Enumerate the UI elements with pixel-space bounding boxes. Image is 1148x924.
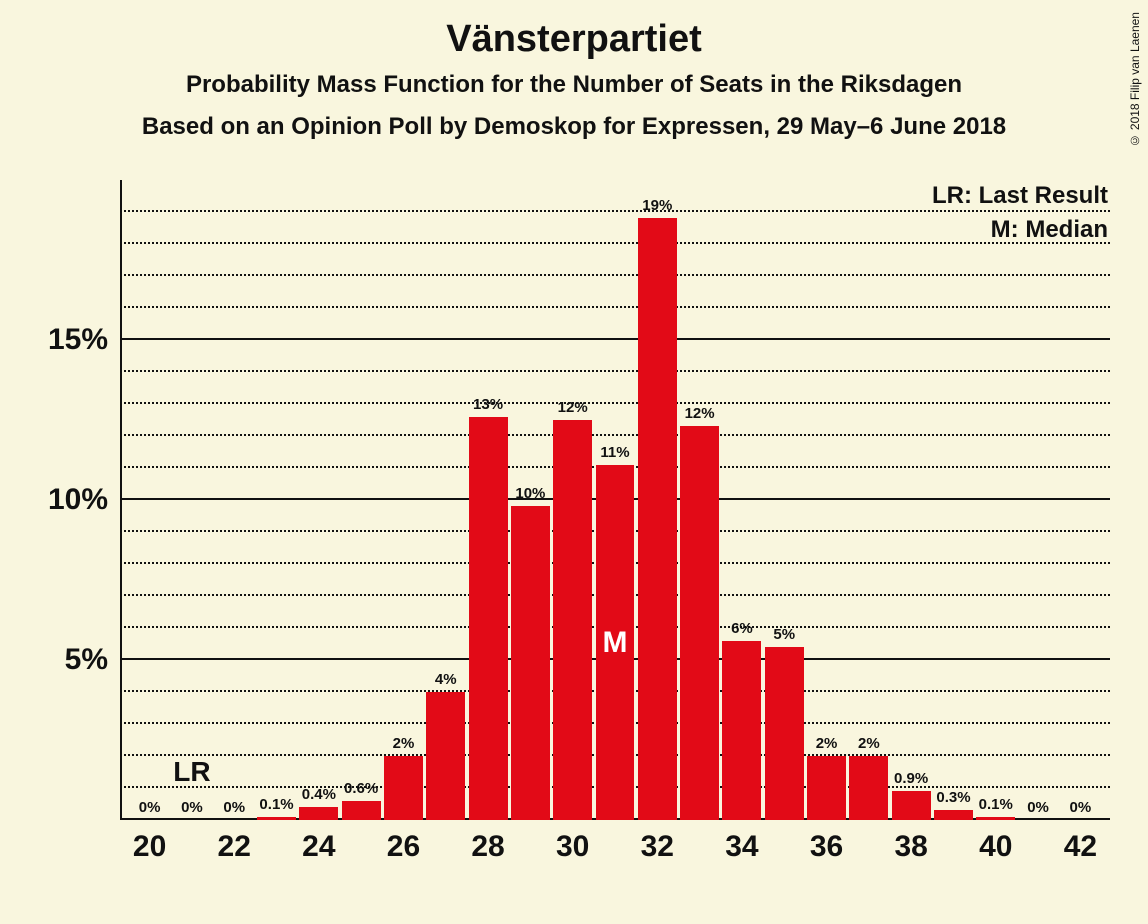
y-tick-label: 10%	[48, 483, 108, 517]
bar	[892, 791, 931, 820]
bar	[299, 807, 338, 820]
bar-value-label: 2%	[816, 735, 838, 752]
bar-value-label: 11%	[600, 444, 629, 461]
bar	[807, 756, 846, 820]
bar-value-label: 0.1%	[259, 796, 293, 813]
bar-value-label: 0%	[139, 799, 161, 816]
bar	[722, 641, 761, 820]
bar	[426, 692, 465, 820]
bar	[976, 817, 1015, 820]
bar-value-label: 5%	[773, 626, 795, 643]
x-tick-label: 28	[471, 830, 504, 864]
bar-value-label: 2%	[393, 735, 415, 752]
bar	[511, 506, 550, 820]
y-tick-label: 15%	[48, 323, 108, 357]
bar-value-label: 13%	[473, 396, 503, 413]
bar	[469, 417, 508, 820]
bar-value-label: 0.9%	[894, 770, 928, 787]
bar	[553, 420, 592, 820]
bar-value-label: 12%	[558, 399, 588, 416]
bar-value-label: 19%	[642, 197, 672, 214]
plot-area: 5%10%15% 0%0%0%0.1%0.4%0.6%2%4%13%10%12%…	[120, 180, 1110, 820]
bar	[257, 817, 296, 820]
x-tick-label: 34	[725, 830, 758, 864]
x-tick-label: 24	[302, 830, 335, 864]
bars	[120, 180, 1110, 820]
bar-value-label: 4%	[435, 671, 457, 688]
x-tick-label: 22	[218, 830, 251, 864]
bar	[849, 756, 888, 820]
bar-value-label: 0.6%	[344, 780, 378, 797]
x-tick-label: 32	[641, 830, 674, 864]
x-tick-label: 40	[979, 830, 1012, 864]
bar-value-label: 2%	[858, 735, 880, 752]
bar	[680, 426, 719, 820]
bar-value-label: 0%	[181, 799, 203, 816]
bar	[638, 218, 677, 820]
bar-value-label: 0.4%	[302, 786, 336, 803]
bar	[765, 647, 804, 820]
chart-subtitle-1: Probability Mass Function for the Number…	[0, 71, 1148, 99]
bar-value-label: 0.3%	[936, 789, 970, 806]
chart-title: Vänsterpartiet	[0, 0, 1148, 61]
x-tick-label: 20	[133, 830, 166, 864]
x-tick-label: 36	[810, 830, 843, 864]
copyright: © 2018 Filip van Laenen	[1128, 12, 1142, 147]
y-tick-label: 5%	[65, 643, 108, 677]
x-tick-label: 42	[1064, 830, 1097, 864]
x-tick-label: 26	[387, 830, 420, 864]
lr-marker: LR	[173, 756, 210, 788]
chart-subtitle-2: Based on an Opinion Poll by Demoskop for…	[0, 113, 1148, 141]
x-tick-label: 30	[556, 830, 589, 864]
bar-value-label: 12%	[685, 405, 715, 422]
median-marker: M	[603, 626, 628, 660]
bar	[934, 810, 973, 820]
bar-value-label: 0%	[1070, 799, 1092, 816]
bar-value-label: 10%	[515, 485, 545, 502]
bar-value-label: 0%	[223, 799, 245, 816]
bar-value-label: 0.1%	[979, 796, 1013, 813]
bar	[384, 756, 423, 820]
bar-value-label: 0%	[1027, 799, 1049, 816]
bar	[342, 801, 381, 820]
bar-value-label: 6%	[731, 620, 753, 637]
x-tick-label: 38	[894, 830, 927, 864]
